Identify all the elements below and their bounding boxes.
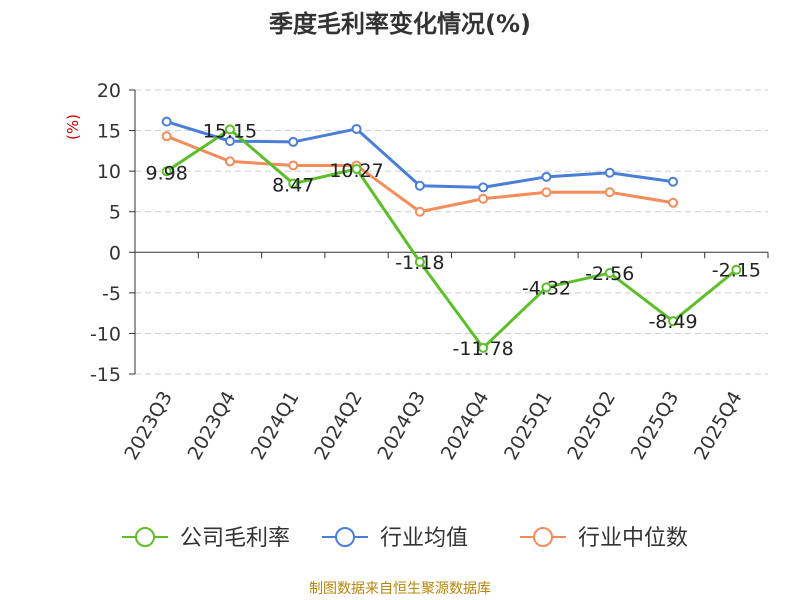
data-point — [161, 131, 172, 142]
data-point — [288, 136, 299, 147]
y-axis-label: (%) — [64, 114, 82, 140]
data-point — [414, 206, 425, 217]
data-point — [604, 268, 615, 279]
legend-marker — [533, 527, 553, 547]
data-point — [731, 264, 742, 275]
data-point — [351, 123, 362, 134]
x-tick-label: 2023Q4 — [184, 388, 241, 464]
data-label: -4.32 — [522, 277, 571, 299]
data-label: -11.78 — [453, 338, 514, 360]
legend-label: 行业中位数 — [578, 526, 688, 551]
data-label: -2.15 — [712, 260, 761, 282]
data-point — [414, 180, 425, 191]
x-tick-label: 2024Q1 — [247, 388, 304, 464]
y-tick-label: -10 — [90, 323, 121, 345]
x-tick-label: 2025Q3 — [627, 388, 684, 464]
data-point — [478, 342, 489, 353]
x-tick-label: 2023Q3 — [120, 388, 177, 464]
data-point — [224, 124, 235, 135]
data-point — [161, 166, 172, 177]
data-point — [668, 197, 679, 208]
y-tick-label: 0 — [109, 242, 121, 264]
x-tick-label: 2025Q2 — [563, 388, 620, 464]
data-point — [288, 178, 299, 189]
data-point — [541, 171, 552, 182]
data-point — [541, 187, 552, 198]
x-tick-label: 2024Q3 — [373, 388, 430, 464]
data-point — [668, 176, 679, 187]
x-tick-label: 2025Q4 — [690, 388, 747, 464]
source-footer: 制图数据来自恒生聚源数据库 — [309, 581, 491, 597]
y-tick-label: -15 — [90, 364, 121, 386]
data-point — [478, 193, 489, 204]
data-point — [351, 163, 362, 174]
x-tick-label: 2024Q4 — [437, 388, 494, 464]
data-label: -8.49 — [648, 311, 697, 333]
legend-marker — [135, 527, 155, 547]
y-tick-label: 15 — [97, 121, 121, 143]
legend-label: 行业均值 — [380, 526, 468, 551]
chart-title: 季度毛利率变化情况(%) — [269, 10, 531, 38]
data-point — [541, 282, 552, 293]
legend-marker — [335, 527, 355, 547]
data-point — [668, 316, 679, 327]
y-tick-label: 5 — [109, 202, 121, 224]
data-label: 9.98 — [145, 162, 187, 184]
data-point — [161, 116, 172, 127]
data-label: -2.56 — [585, 263, 634, 285]
data-label: 10.27 — [329, 160, 383, 182]
x-tick-label: 2025Q1 — [500, 388, 557, 464]
y-tick-label: 10 — [97, 161, 121, 183]
y-tick-label: -5 — [102, 283, 121, 305]
data-label: 8.47 — [272, 175, 314, 197]
data-point — [224, 136, 235, 147]
data-point — [414, 256, 425, 267]
data-label: 15.15 — [203, 120, 257, 142]
data-point — [288, 160, 299, 171]
data-point — [604, 167, 615, 178]
data-label: -1.18 — [395, 252, 444, 274]
series-line — [165, 127, 738, 351]
x-tick-label: 2024Q2 — [310, 388, 367, 464]
data-point — [604, 187, 615, 198]
legend-label: 公司毛利率 — [180, 526, 290, 551]
data-point — [478, 182, 489, 193]
data-point — [224, 156, 235, 167]
y-tick-label: 20 — [97, 80, 121, 102]
